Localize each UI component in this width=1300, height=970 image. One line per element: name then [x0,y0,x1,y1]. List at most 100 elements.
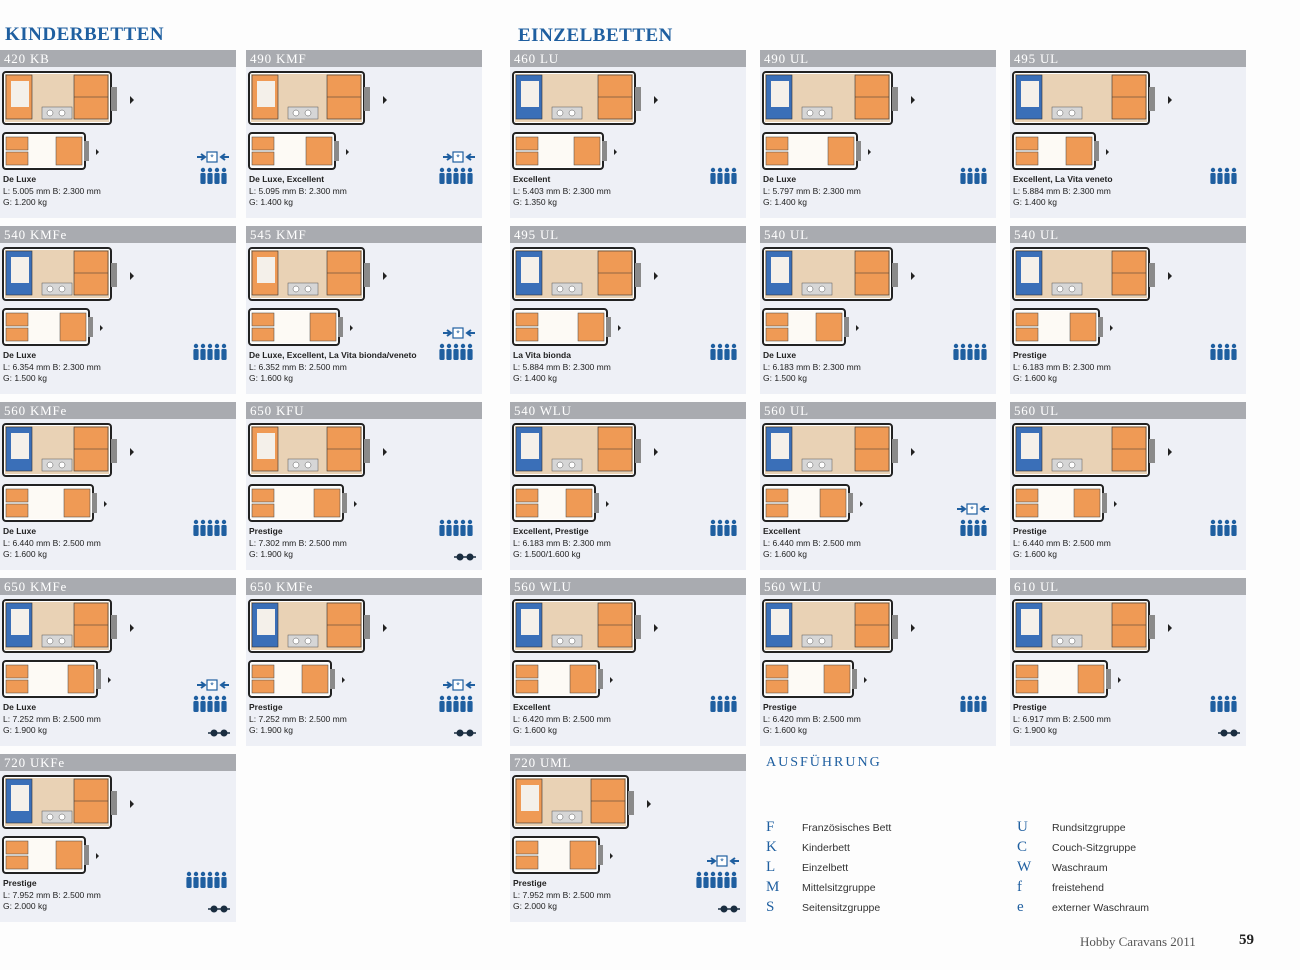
model-card[interactable]: 540 UL De Luxe L: 6.183 mm B: 2.300 mm G: 1… [760,226,996,394]
model-trim: La Vita bionda [513,350,571,360]
floorplan-night [248,484,357,522]
model-card[interactable]: 560 WLU Excellent L: 6.420 mm B: 2.500 mm G… [510,578,746,746]
persons-icon [439,343,476,366]
floorplan-night [512,132,617,170]
floorplan-day [1012,423,1172,477]
floorplan-diagram [762,71,915,170]
persons-icon [710,343,740,366]
model-weight: G: 1.400 kg [763,197,807,207]
model-dimensions: L: 7.252 mm B: 2.500 mm [249,713,347,724]
model-card[interactable]: 650 KFU Prestige L: 7.302 mm B: 2.500 mm G:… [246,402,482,570]
tandem-axle-icon [453,549,477,567]
model-dimensions: L: 5.884 mm B: 2.300 mm [513,361,611,372]
model-trim: De Luxe, Excellent [249,174,325,184]
model-dimensions: L: 6.354 mm B: 2.300 mm [3,361,101,372]
legend-label: freistehend [1052,882,1104,894]
floorplan-diagram [512,423,658,522]
floorplan-diagram [2,775,134,874]
model-trim: De Luxe [3,526,37,536]
floorplan-night [248,308,353,346]
svg-text:*: * [456,681,460,691]
floorplan-day [248,423,387,477]
model-trim: De Luxe [3,350,37,360]
persons-icon [960,167,990,190]
model-name: 720 UML [510,754,746,771]
model-dimensions: L: 6.440 mm B: 2.500 mm [763,537,861,548]
model-name: 460 LU [510,50,746,67]
model-card[interactable]: 420 KB De Luxe L: 5.005 mm B: 2.300 mm G: 1… [0,50,236,218]
model-trim: Excellent, La Vita veneto [1013,174,1113,184]
floorplan-diagram [512,71,658,170]
floorplan-diagram [248,247,387,346]
floorplan-day [248,71,387,125]
legend-key: K [766,839,777,855]
model-card[interactable]: 490 KMF De Luxe, Excellent L: 5.095 mm B: … [246,50,482,218]
model-card[interactable]: 720 UML Prestige L: 7.952 mm B: 2.500 mm G:… [510,754,746,922]
floorplan-day [512,599,658,653]
model-trim: Prestige [763,702,797,712]
section-title-einzelbetten: EINZELBETTEN [518,25,673,46]
floorplan-night [762,308,859,346]
convertible-bed-icon: * [442,678,476,696]
model-card[interactable]: 560 UL Prestige L: 6.440 mm B: 2.500 mm G: … [1010,402,1246,570]
model-card[interactable]: 610 UL Prestige L: 6.917 mm B: 2.500 mm G: … [1010,578,1246,746]
legend-key: e [1017,899,1024,915]
model-card[interactable]: 490 UL De Luxe L: 5.797 mm B: 2.300 mm G: 1… [760,50,996,218]
legend-label: externer Waschraum [1052,902,1150,914]
tandem-axle-icon [207,725,231,743]
model-card[interactable]: 720 UKFe Prestige L: 7.952 mm B: 2.500 mm G… [0,754,236,922]
model-weight: G: 2.000 kg [513,901,557,911]
persons-icon [193,519,230,542]
model-name: 540 UL [760,226,996,243]
model-card[interactable]: 460 LU Excellent L: 5.403 mm B: 2.300 mm G:… [510,50,746,218]
floorplan-day [2,423,134,477]
legend-label: Couch-Sitzgruppe [1052,842,1137,854]
model-specs: Prestige L: 6.183 mm B: 2.300 mm G: 1.600 … [1013,350,1111,385]
model-card[interactable]: 560 UL Excellent L: 6.440 mm B: 2.500 mm G:… [760,402,996,570]
model-card[interactable]: 650 KMFe Prestige L: 7.252 mm B: 2.500 mm G… [246,578,482,746]
model-name: 495 UL [1010,50,1246,67]
model-card[interactable]: 560 WLU Prestige L: 6.420 mm B: 2.500 mm G:… [760,578,996,746]
section-title-kinderbetten: KINDERBETTEN [5,24,165,45]
model-specs: La Vita bionda L: 5.884 mm B: 2.300 mm G: … [513,350,611,385]
model-name: 560 WLU [510,578,746,595]
floorplan-diagram [1012,599,1172,698]
model-card[interactable]: 650 KMFe De Luxe L: 7.252 mm B: 2.500 mm G:… [0,578,236,746]
persons-icon [200,167,230,190]
model-name: 540 KMFe [0,226,236,243]
model-card[interactable]: 495 UL La Vita bionda L: 5.884 mm B: 2.300… [510,226,746,394]
floorplan-diagram [762,423,915,522]
model-specs: De Luxe, Excellent L: 5.095 mm B: 2.300 m… [249,174,347,209]
floorplan-diagram [248,599,387,698]
legend-key: f [1017,879,1022,895]
floorplan-diagram [512,775,651,874]
model-specs: Excellent L: 6.440 mm B: 2.500 mm G: 1.600… [763,526,861,561]
legend-label: Rundsitzgruppe [1052,822,1126,834]
persons-icon [1210,519,1240,542]
floorplan-night [762,132,871,170]
model-dimensions: L: 6.352 mm B: 2.500 mm [249,361,347,372]
ausfuehrung-title: AUSFÜHRUNG [766,755,882,770]
model-card[interactable]: 540 KMFe De Luxe L: 6.354 mm B: 2.300 mm G:… [0,226,236,394]
model-weight: G: 1.900 kg [3,725,47,735]
model-card[interactable]: 545 KMF De Luxe, Excellent, La Vita biond… [246,226,482,394]
model-trim: Prestige [249,702,283,712]
legend-key: U [1017,819,1028,835]
convertible-bed-icon: * [442,150,476,168]
model-card[interactable]: 495 UL Excellent, La Vita veneto L: 5.884 … [1010,50,1246,218]
model-card[interactable]: 540 WLU Excellent, Prestige L: 6.183 mm B:… [510,402,746,570]
floorplan-night [248,132,349,170]
model-card[interactable]: 560 KMFe De Luxe L: 6.440 mm B: 2.500 mm G:… [0,402,236,570]
model-specs: Prestige L: 6.917 mm B: 2.500 mm G: 1.900 … [1013,702,1111,737]
floorplan-diagram [2,599,134,698]
model-name: 650 KMFe [0,578,236,595]
model-dimensions: L: 5.005 mm B: 2.300 mm [3,185,101,196]
floorplan-day [248,247,387,301]
model-specs: Prestige L: 6.440 mm B: 2.500 mm G: 1.600 … [1013,526,1111,561]
model-weight: G: 1.200 kg [3,197,47,207]
model-specs: De Luxe L: 6.354 mm B: 2.300 mm G: 1.500 k… [3,350,101,385]
persons-icon [710,519,740,542]
tandem-axle-icon [1217,725,1241,743]
model-card[interactable]: 540 UL Prestige L: 6.183 mm B: 2.300 mm G: … [1010,226,1246,394]
legend-label: Französisches Bett [802,822,892,834]
